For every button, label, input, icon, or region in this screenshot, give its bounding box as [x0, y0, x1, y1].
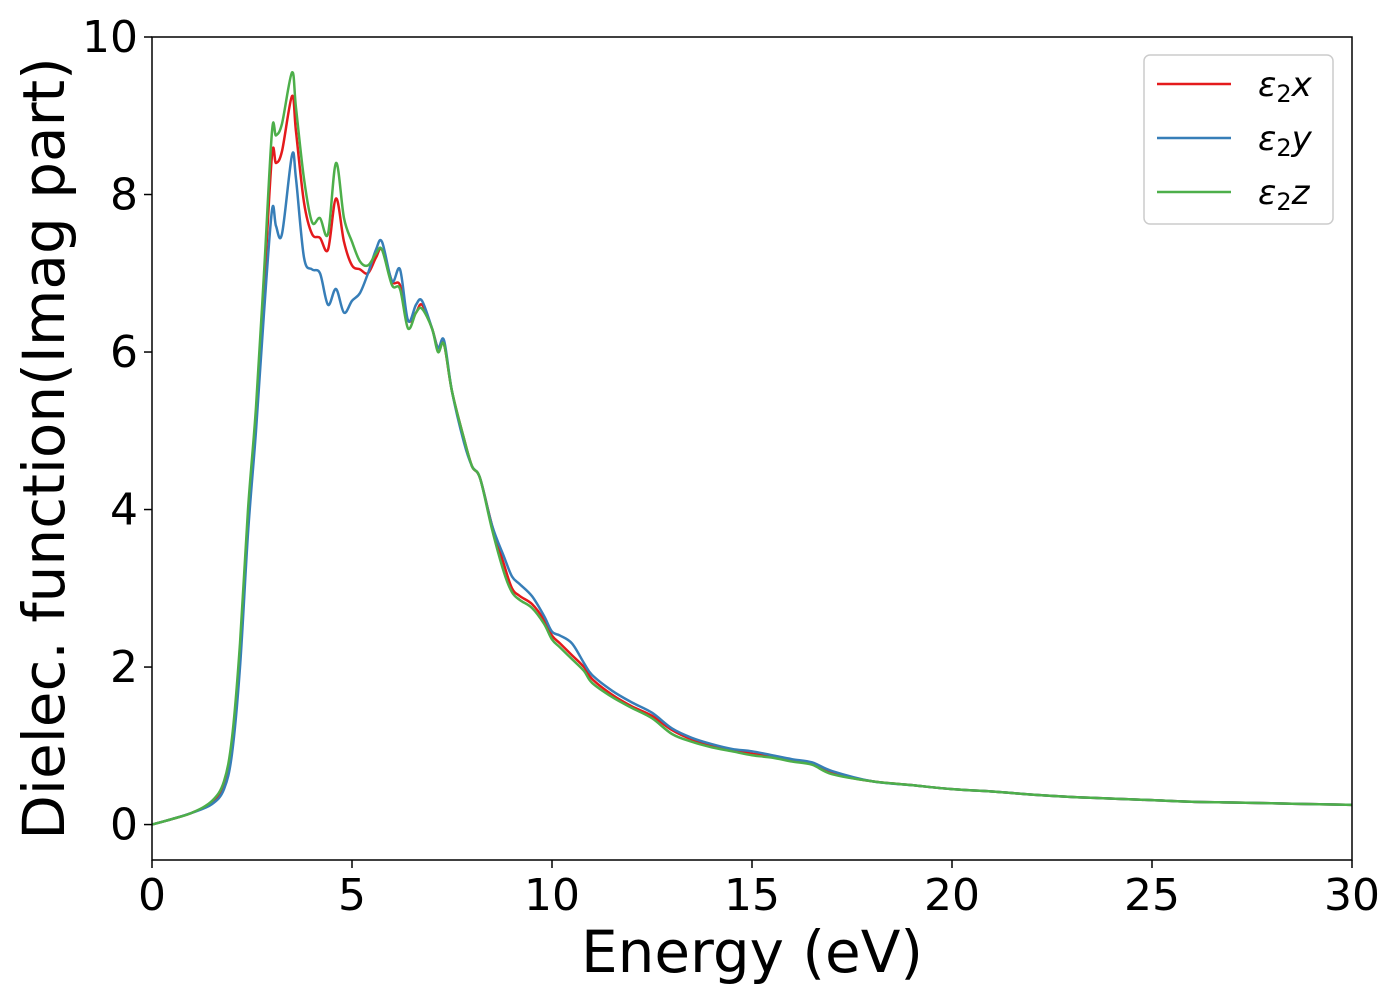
x-tick-label: 15 — [724, 870, 780, 921]
y-tick-label: 6 — [110, 327, 138, 378]
legend: ε2x ε2y ε2z — [1143, 54, 1334, 225]
y-tick-label: 2 — [110, 642, 138, 693]
x-tick-label: 25 — [1124, 870, 1180, 921]
x-axis-title: Energy (eV) — [581, 918, 923, 986]
series-line-z — [151, 71, 1353, 826]
y-tick-label: 10 — [82, 12, 138, 63]
x-tick-label: 0 — [138, 870, 166, 921]
x-axis-ticks: 0 5 10 15 20 25 30 — [138, 860, 1380, 921]
x-tick-label: 10 — [524, 870, 580, 921]
y-tick-label: 0 — [110, 800, 138, 851]
y-tick-label: 4 — [110, 485, 138, 536]
x-tick-label: 30 — [1324, 870, 1380, 921]
series-line-y — [151, 151, 1353, 826]
x-tick-label: 5 — [338, 870, 366, 921]
legend-label-x: ε2x — [1258, 65, 1313, 108]
y-axis-title: Dielec. function(Imag part) — [10, 57, 78, 840]
x-tick-label: 20 — [924, 870, 980, 921]
y-tick-label: 8 — [110, 170, 138, 221]
legend-box — [1143, 54, 1334, 225]
plot-lines — [151, 71, 1353, 826]
legend-label-y: ε2y — [1258, 119, 1313, 162]
y-axis-ticks: 0 2 4 6 8 10 — [82, 12, 152, 851]
legend-label-z: ε2z — [1258, 173, 1311, 216]
